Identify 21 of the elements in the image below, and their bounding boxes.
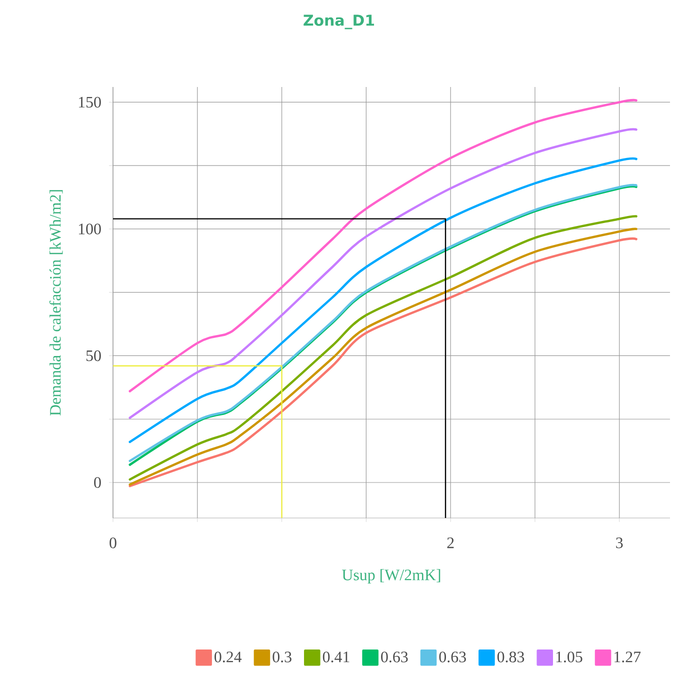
x-tick-label: 3 xyxy=(616,538,623,548)
x-axis-title: Usup [W/2mK] xyxy=(342,569,440,584)
y-tick-label: 100 xyxy=(78,224,101,234)
legend-label: 0.63 xyxy=(439,652,466,662)
y-axis-title: Demanda de calefacción [kWh/m2] xyxy=(49,190,63,416)
x-tick-label: 0 xyxy=(110,538,116,548)
legend-label: 1.27 xyxy=(614,652,641,662)
y-tick-label: 0 xyxy=(94,477,101,488)
x-tick-label: 2 xyxy=(447,538,454,548)
line-series xyxy=(128,128,638,419)
legend-label: 0.3 xyxy=(272,652,292,662)
legend-label: 0.63 xyxy=(381,652,408,662)
line-series xyxy=(128,157,638,444)
legend-label: 0.83 xyxy=(497,652,524,662)
chart-title: Zona_D1 xyxy=(304,14,374,30)
legend-label: 0.24 xyxy=(214,652,242,662)
legend-label: 1.05 xyxy=(556,652,582,662)
legend-label: 0.41 xyxy=(322,652,350,662)
y-tick-label: 50 xyxy=(86,350,101,362)
y-tick-label: 150 xyxy=(78,96,101,108)
line-series xyxy=(128,99,638,392)
